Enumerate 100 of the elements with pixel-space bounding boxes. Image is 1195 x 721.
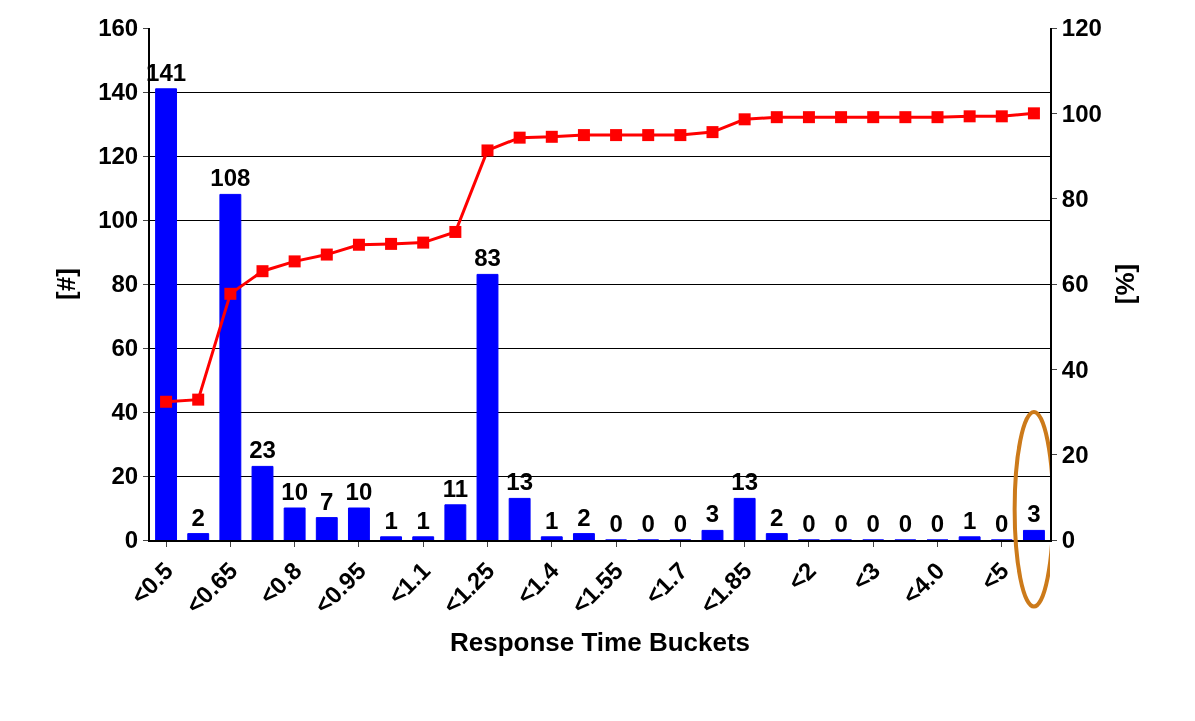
- y-tick-label: 100: [98, 206, 139, 234]
- point: [192, 393, 205, 406]
- point: [867, 111, 880, 124]
- point: [449, 225, 462, 238]
- point: [160, 395, 173, 408]
- x-tick-label: <0.5: [125, 556, 179, 610]
- data-label: 0: [834, 510, 848, 537]
- y-tick-label: 40: [111, 398, 139, 426]
- bar: [765, 533, 788, 540]
- point: [320, 248, 333, 261]
- data-label: 1: [384, 506, 398, 534]
- x-tick-label: <0.8: [254, 556, 307, 610]
- y-tick-label: 140: [98, 78, 139, 106]
- point: [256, 265, 269, 278]
- point: [417, 236, 430, 249]
- y2-axis-title: [%]: [1110, 263, 1141, 305]
- bar: [572, 533, 595, 540]
- point: [385, 237, 398, 250]
- data-label: 83: [474, 244, 501, 272]
- data-label: 2: [770, 503, 784, 531]
- point: [963, 110, 976, 123]
- point: [545, 130, 558, 143]
- data-label: 3: [1027, 500, 1041, 528]
- bar: [283, 507, 306, 540]
- bar: [412, 536, 435, 540]
- bar: [476, 273, 499, 540]
- x-tick-label: <5: [975, 556, 1014, 596]
- point: [352, 238, 365, 251]
- y2-tick-label: 60: [1061, 270, 1089, 298]
- point: [706, 126, 719, 139]
- point: [802, 111, 815, 124]
- data-label: 0: [609, 510, 623, 537]
- point: [610, 129, 623, 142]
- point: [642, 129, 655, 142]
- point: [931, 111, 944, 124]
- bar: [315, 517, 338, 540]
- data-label: 23: [249, 436, 276, 464]
- y-tick-label: 160: [98, 14, 139, 42]
- bar: [1022, 529, 1045, 540]
- x-tick-label: <4.0: [896, 556, 950, 610]
- bar: [347, 507, 370, 540]
- data-label: 10: [345, 478, 373, 505]
- data-label: 0: [930, 510, 945, 537]
- bar: [155, 88, 178, 540]
- data-label: 3: [705, 500, 720, 528]
- data-label: 0: [898, 510, 913, 537]
- data-label: 0: [641, 510, 655, 537]
- bar: [251, 465, 274, 540]
- y2-tick-label: 20: [1061, 441, 1089, 469]
- bar: [701, 529, 724, 540]
- data-label: 108: [210, 164, 251, 192]
- data-label: 0: [995, 510, 1009, 537]
- point: [1027, 107, 1040, 120]
- bar: [540, 536, 563, 540]
- y2-tick-label: 80: [1061, 185, 1089, 213]
- point: [513, 131, 526, 144]
- data-label: 2: [191, 503, 205, 531]
- point: [577, 129, 590, 142]
- y2-tick-label: 0: [1061, 526, 1076, 554]
- bar: [958, 536, 981, 540]
- x-tick-label: <2: [782, 556, 821, 596]
- bar: [380, 536, 403, 540]
- point: [288, 255, 301, 268]
- y2-tick-label: 40: [1061, 355, 1089, 383]
- data-label: 1: [962, 506, 977, 534]
- point: [674, 129, 687, 142]
- y-axis-title: [#]: [51, 268, 82, 300]
- data-label: 1: [545, 506, 559, 534]
- point: [770, 111, 783, 124]
- data-label: 0: [802, 510, 816, 537]
- data-label: 10: [281, 478, 308, 505]
- point: [224, 287, 237, 300]
- y2-tick-label: 120: [1061, 14, 1102, 42]
- x-tick-label: <3: [846, 556, 886, 596]
- x-tick-label: <1.7: [639, 556, 693, 610]
- point: [738, 113, 751, 126]
- data-label: 0: [673, 510, 688, 537]
- point: [835, 111, 848, 124]
- data-label: 0: [866, 510, 880, 537]
- bar: [219, 193, 242, 540]
- point: [899, 111, 912, 124]
- data-label: 2: [577, 503, 591, 531]
- y-tick-label: 20: [111, 462, 139, 490]
- bar: [508, 497, 531, 540]
- bar: [187, 533, 210, 540]
- y-tick-label: 0: [124, 526, 139, 554]
- bar: [733, 497, 756, 540]
- x-axis-title: Response Time Buckets: [449, 626, 751, 657]
- data-label: 7: [320, 487, 334, 515]
- y-tick-label: 80: [111, 270, 139, 298]
- data-label: 11: [442, 474, 469, 502]
- x-tick-label: <1.4: [511, 556, 565, 610]
- bar: [444, 504, 467, 540]
- y-tick-label: 60: [111, 334, 139, 362]
- x-tick-label: <1.1: [382, 556, 436, 610]
- y-tick-label: 120: [98, 142, 139, 170]
- data-label: 1: [416, 506, 430, 534]
- y2-tick-label: 100: [1061, 99, 1102, 127]
- point: [995, 110, 1008, 123]
- point: [481, 144, 494, 157]
